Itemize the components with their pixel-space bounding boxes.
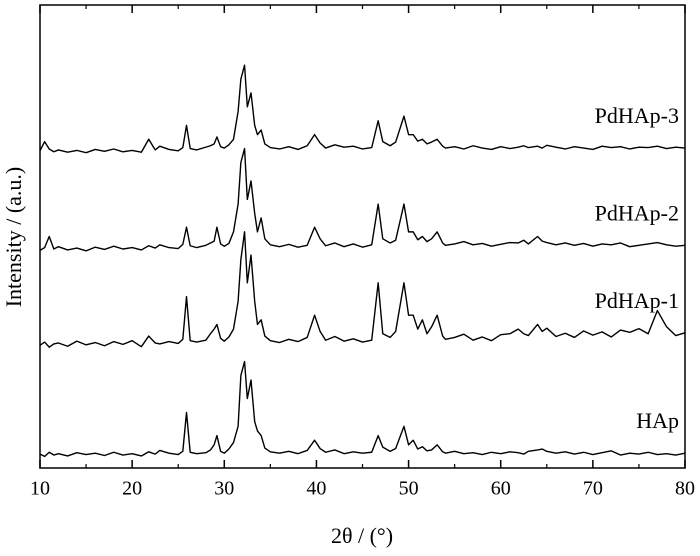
x-axis-title: 2θ / (°) [331, 523, 393, 548]
xrd-line [39, 64, 686, 154]
x-tick-label: 70 [583, 478, 603, 500]
xrd-line [39, 147, 686, 252]
series-label: PdHAp-3 [595, 103, 679, 128]
x-tick-label: 80 [675, 478, 695, 500]
x-tick-label: 20 [122, 478, 142, 500]
x-tick-label: 10 [30, 478, 50, 500]
xrd-line [39, 231, 686, 348]
x-tick-label: 40 [306, 478, 326, 500]
xrd-line [39, 360, 686, 458]
series-label: HAp [636, 408, 679, 433]
x-tick-label: 60 [491, 478, 511, 500]
series-label: PdHAp-2 [595, 200, 679, 225]
plot-frame [39, 4, 686, 469]
x-tick-label: 50 [399, 478, 419, 500]
x-tick-label: 30 [214, 478, 234, 500]
series-label: PdHAp-1 [595, 288, 679, 313]
y-axis-title: Intensity / (a.u.) [1, 167, 26, 308]
